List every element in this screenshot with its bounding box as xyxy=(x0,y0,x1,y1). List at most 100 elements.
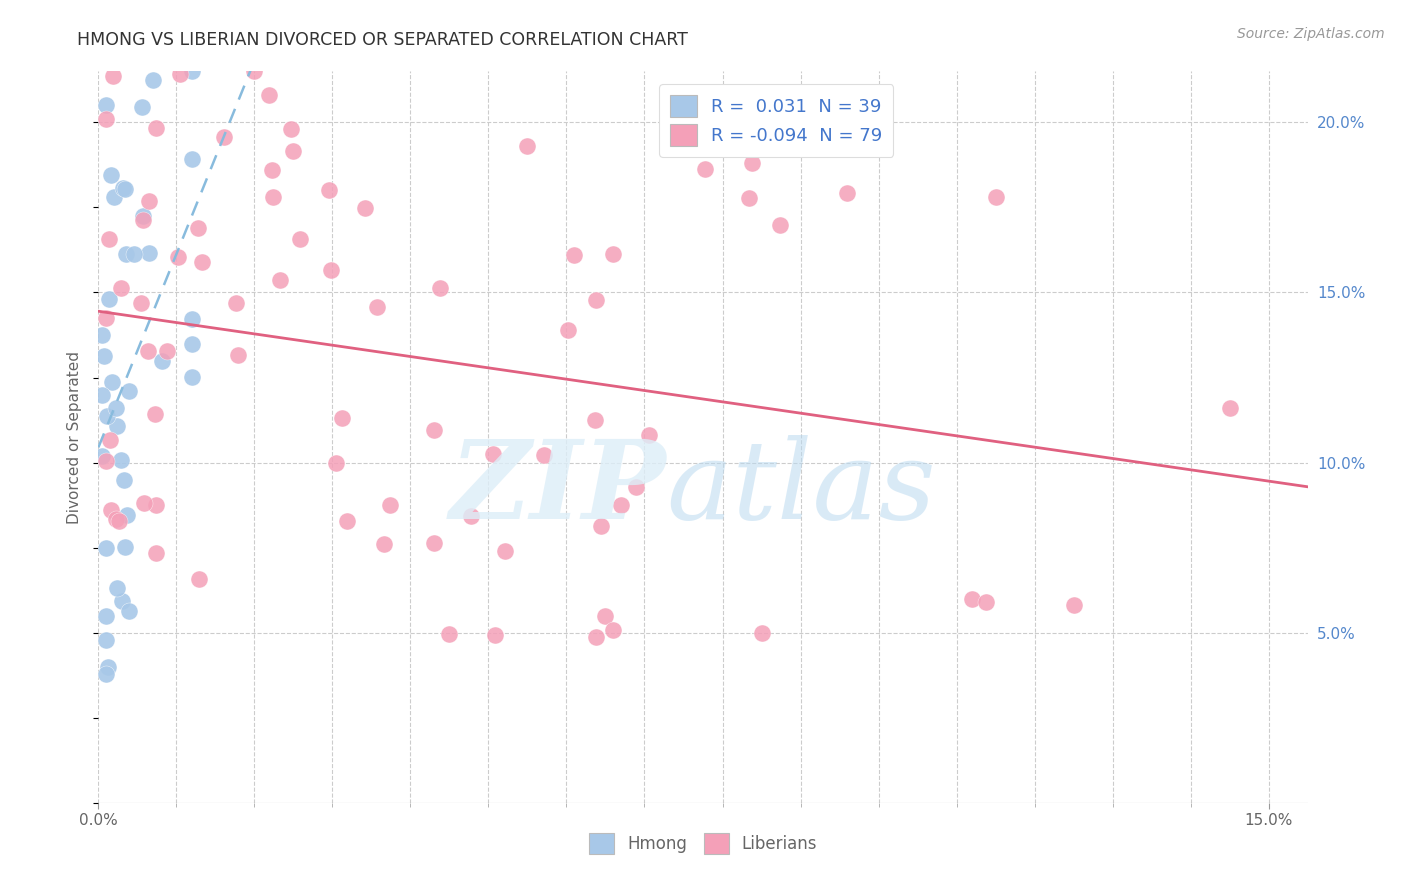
Point xyxy=(181,64,204,78)
Point xyxy=(105,581,128,595)
Point xyxy=(143,408,166,422)
Point xyxy=(212,129,235,144)
Point xyxy=(142,72,165,87)
Point xyxy=(97,659,120,673)
Point xyxy=(181,336,204,351)
Point xyxy=(122,246,145,260)
Point xyxy=(695,161,717,176)
Point xyxy=(585,631,607,645)
Point xyxy=(98,433,121,447)
Point xyxy=(96,608,118,623)
Point xyxy=(132,496,155,510)
Point xyxy=(131,100,153,114)
Point xyxy=(96,632,118,647)
Point xyxy=(1063,599,1085,613)
Point xyxy=(481,447,503,461)
Point xyxy=(110,453,132,467)
Point xyxy=(595,608,617,623)
Point xyxy=(225,296,247,310)
Point xyxy=(96,666,118,681)
Point xyxy=(110,280,132,294)
Point xyxy=(100,503,122,517)
Point xyxy=(132,209,155,223)
Point xyxy=(974,595,997,609)
Point xyxy=(262,163,284,178)
Text: HMONG VS LIBERIAN DIVORCED OR SEPARATED CORRELATION CHART: HMONG VS LIBERIAN DIVORCED OR SEPARATED … xyxy=(77,31,688,49)
Point xyxy=(460,509,482,524)
Text: ZIP: ZIP xyxy=(450,434,666,542)
Point xyxy=(96,98,118,112)
Point xyxy=(98,232,121,246)
Point xyxy=(96,454,118,468)
Point xyxy=(156,344,179,359)
Point xyxy=(768,219,790,233)
Point xyxy=(602,623,624,637)
Point xyxy=(100,168,122,182)
Point xyxy=(366,300,388,314)
Point xyxy=(150,353,173,368)
Point xyxy=(136,344,159,359)
Point xyxy=(166,251,188,265)
Point xyxy=(105,419,128,434)
Point xyxy=(262,190,284,204)
Point xyxy=(187,220,209,235)
Point xyxy=(557,323,579,337)
Point xyxy=(738,191,761,205)
Legend: Hmong, Liberians: Hmong, Liberians xyxy=(582,827,824,860)
Point xyxy=(228,347,250,361)
Point xyxy=(583,413,606,427)
Point xyxy=(96,409,118,423)
Point xyxy=(280,121,302,136)
Point xyxy=(169,67,191,81)
Point xyxy=(591,519,613,533)
Point xyxy=(96,541,118,555)
Point xyxy=(585,293,607,307)
Point xyxy=(96,112,118,126)
Point xyxy=(484,627,506,641)
Point xyxy=(111,180,134,194)
Point xyxy=(610,498,633,512)
Point xyxy=(960,592,983,607)
Point xyxy=(562,248,585,262)
Text: atlas: atlas xyxy=(666,434,936,542)
Point xyxy=(188,572,211,586)
Point xyxy=(380,498,402,512)
Point xyxy=(423,423,446,437)
Point xyxy=(181,312,204,326)
Text: Source: ZipAtlas.com: Source: ZipAtlas.com xyxy=(1237,27,1385,41)
Point xyxy=(100,375,122,389)
Point xyxy=(145,546,167,560)
Point xyxy=(1219,401,1241,415)
Point xyxy=(437,627,460,641)
Point xyxy=(118,604,141,618)
Point xyxy=(624,480,647,494)
Point xyxy=(429,281,451,295)
Point xyxy=(103,190,125,204)
Point xyxy=(318,183,340,197)
Point xyxy=(91,449,114,463)
Point xyxy=(257,87,280,102)
Point xyxy=(96,310,118,325)
Point xyxy=(373,537,395,551)
Point xyxy=(494,544,516,558)
Point xyxy=(108,514,131,528)
Point xyxy=(330,411,353,425)
Point xyxy=(111,594,134,608)
Point xyxy=(138,246,160,260)
Point xyxy=(181,152,204,166)
Point xyxy=(91,388,114,402)
Point xyxy=(101,69,124,83)
Point xyxy=(129,295,152,310)
Point xyxy=(751,625,773,640)
Point xyxy=(114,541,136,555)
Point xyxy=(93,349,115,363)
Point xyxy=(181,370,204,384)
Point xyxy=(243,64,266,78)
Point xyxy=(336,514,359,528)
Point xyxy=(132,212,155,227)
Point xyxy=(114,247,136,261)
Point xyxy=(354,201,377,215)
Point xyxy=(269,272,291,286)
Point xyxy=(602,247,624,261)
Point xyxy=(190,255,212,269)
